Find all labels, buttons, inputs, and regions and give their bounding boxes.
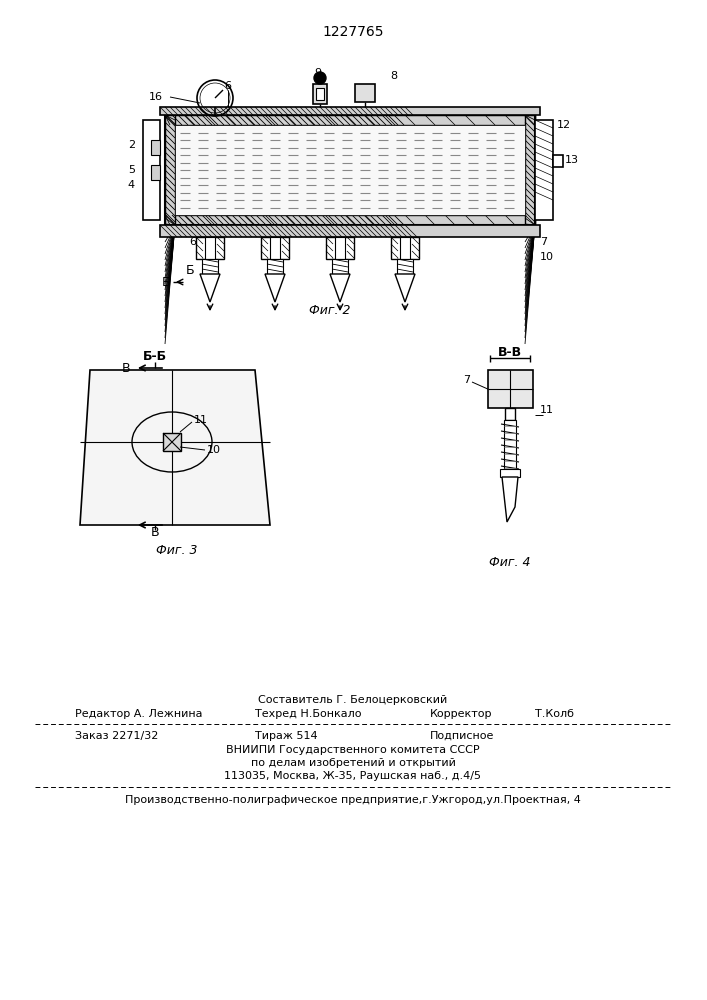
Bar (553, 155, 563, 167)
Text: 7: 7 (463, 375, 470, 385)
Text: 8: 8 (390, 71, 397, 81)
Text: 13: 13 (565, 155, 579, 165)
Text: 5: 5 (128, 165, 135, 175)
Bar (151, 140, 160, 155)
Bar (151, 165, 160, 180)
Text: Заказ 2271/32: Заказ 2271/32 (75, 731, 158, 741)
Text: В: В (151, 526, 159, 538)
Text: Фиг. 3: Фиг. 3 (156, 544, 198, 556)
Text: 1227765: 1227765 (322, 25, 384, 39)
Bar (165, 115, 175, 225)
Text: Б: Б (186, 263, 194, 276)
Bar (143, 120, 160, 220)
Bar (505, 408, 515, 420)
Text: Редактор А. Лежнина: Редактор А. Лежнина (75, 709, 202, 719)
Bar (316, 88, 324, 100)
Text: Подписное: Подписное (430, 731, 494, 741)
Circle shape (314, 72, 326, 84)
Text: Корректор: Корректор (430, 709, 493, 719)
Bar (202, 259, 218, 274)
Polygon shape (330, 274, 350, 302)
Polygon shape (200, 274, 220, 302)
Text: по делам изобретений и открытий: по делам изобретений и открытий (250, 758, 455, 768)
Text: 10: 10 (207, 445, 221, 455)
Text: В-В: В-В (498, 347, 522, 360)
Bar (160, 225, 540, 237)
Bar (488, 370, 533, 408)
Text: Производственно-полиграфическое предприятие,г.Ужгород,ул.Проектная, 4: Производственно-полиграфическое предприя… (125, 795, 581, 805)
Bar (504, 420, 516, 475)
Text: 16: 16 (149, 92, 163, 102)
Polygon shape (395, 274, 415, 302)
Text: Техред Н.Бонкало: Техред Н.Бонкало (255, 709, 361, 719)
Text: 2: 2 (128, 140, 135, 150)
Bar (205, 237, 215, 259)
Polygon shape (502, 477, 518, 522)
Polygon shape (265, 274, 285, 302)
Bar (267, 259, 283, 274)
Text: 11: 11 (540, 405, 554, 415)
Bar (163, 433, 181, 451)
Bar (175, 125, 525, 215)
Bar (165, 115, 535, 125)
Text: Фиг. 2: Фиг. 2 (309, 304, 351, 316)
Text: В: В (122, 361, 130, 374)
Text: Фиг. 4: Фиг. 4 (489, 556, 531, 570)
Bar (500, 469, 520, 477)
Text: ВНИИПИ Государственного комитета СССР: ВНИИПИ Государственного комитета СССР (226, 745, 480, 755)
Text: 4: 4 (128, 180, 135, 190)
Text: Тираж 514: Тираж 514 (255, 731, 317, 741)
Bar (391, 237, 419, 259)
Text: Т.Колб: Т.Колб (535, 709, 574, 719)
Bar (335, 237, 345, 259)
Text: Б-Б: Б-Б (143, 351, 167, 363)
Bar (270, 237, 280, 259)
Polygon shape (80, 370, 270, 525)
Text: 11: 11 (194, 415, 208, 425)
Text: 10: 10 (540, 252, 554, 262)
Text: 113035, Москва, Ж-35, Раушская наб., д.4/5: 113035, Москва, Ж-35, Раушская наб., д.4… (225, 771, 481, 781)
Bar (165, 215, 535, 225)
Bar (160, 107, 540, 115)
Text: 6: 6 (189, 237, 196, 247)
Bar (525, 115, 535, 225)
Text: 7: 7 (540, 237, 547, 247)
Bar (261, 237, 289, 259)
Bar (535, 120, 553, 220)
Bar (196, 237, 224, 259)
Text: Составитель Г. Белоцерковский: Составитель Г. Белоцерковский (258, 695, 448, 705)
Text: Б: Б (161, 275, 170, 288)
Text: 6: 6 (225, 81, 231, 91)
Bar (355, 84, 375, 102)
Text: 9: 9 (315, 68, 322, 78)
Bar (400, 237, 410, 259)
Bar (397, 259, 413, 274)
Bar (313, 84, 327, 104)
Bar (326, 237, 354, 259)
Bar (332, 259, 348, 274)
Text: 12: 12 (557, 120, 571, 130)
Bar (165, 115, 535, 225)
